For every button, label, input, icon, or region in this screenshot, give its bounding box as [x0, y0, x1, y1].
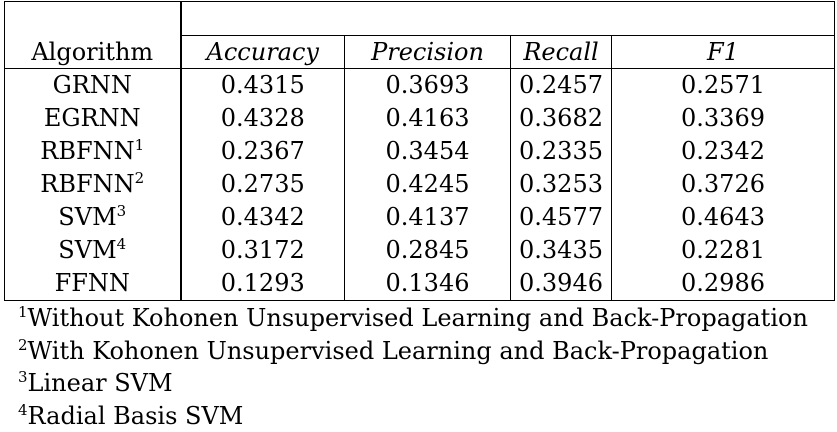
algorithm-name: SVM: [58, 203, 116, 231]
footnote: 1Without Kohonen Unsupervised Learning a…: [18, 302, 808, 335]
precision-cell: 0.4245: [345, 168, 511, 201]
algorithm-cell: FFNN: [5, 267, 181, 301]
footnote-mark: 4: [18, 401, 28, 419]
precision-cell: 0.4163: [345, 102, 511, 135]
footnote: 2With Kohonen Unsupervised Learning and …: [18, 335, 808, 368]
algorithm-cell: SVM3: [5, 201, 181, 234]
table-row: FFNN 0.1293 0.1346 0.3946 0.2986: [5, 267, 835, 301]
header-algorithm: Algorithm: [5, 36, 181, 69]
algorithm-cell: EGRNN: [5, 102, 181, 135]
footnote-text: Without Kohonen Unsupervised Learning an…: [28, 304, 808, 332]
recall-cell: 0.2335: [511, 135, 612, 168]
footnote-mark: 3: [117, 202, 127, 220]
algorithm-cell: RBFNN1: [5, 135, 181, 168]
algorithm-name: GRNN: [53, 71, 132, 99]
table-row: EGRNN 0.4328 0.4163 0.3682 0.3369: [5, 102, 835, 135]
algorithm-name: EGRNN: [44, 104, 141, 132]
algorithm-cell: GRNN: [5, 69, 181, 103]
header-recall: Recall: [511, 36, 612, 69]
table-row: RBFNN1 0.2367 0.3454 0.2335 0.2342: [5, 135, 835, 168]
metrics-group-header: [181, 2, 835, 36]
f1-cell: 0.2281: [612, 234, 835, 267]
corner-cell: [5, 2, 181, 36]
recall-cell: 0.4577: [511, 201, 612, 234]
precision-cell: 0.3693: [345, 69, 511, 103]
header-precision: Precision: [345, 36, 511, 69]
accuracy-cell: 0.2367: [181, 135, 345, 168]
recall-cell: 0.3435: [511, 234, 612, 267]
algorithm-name: FFNN: [55, 269, 130, 297]
footnote: 4Radial Basis SVM: [18, 400, 808, 432]
f1-cell: 0.4643: [612, 201, 835, 234]
recall-cell: 0.2457: [511, 69, 612, 103]
f1-cell: 0.3369: [612, 102, 835, 135]
footnote-mark: 3: [18, 368, 28, 386]
footnote-mark: 4: [117, 235, 127, 253]
accuracy-cell: 0.4342: [181, 201, 345, 234]
header-f1: F1: [612, 36, 835, 69]
recall-cell: 0.3253: [511, 168, 612, 201]
table-row: GRNN 0.4315 0.3693 0.2457 0.2571: [5, 69, 835, 103]
accuracy-cell: 0.3172: [181, 234, 345, 267]
table-footnotes: 1Without Kohonen Unsupervised Learning a…: [18, 302, 808, 432]
precision-cell: 0.3454: [345, 135, 511, 168]
table-row: RBFNN2 0.2735 0.4245 0.3253 0.3726: [5, 168, 835, 201]
table-row: SVM4 0.3172 0.2845 0.3435 0.2281: [5, 234, 835, 267]
table-top-row: [5, 2, 835, 36]
header-accuracy: Accuracy: [181, 36, 345, 69]
f1-cell: 0.2571: [612, 69, 835, 103]
accuracy-cell: 0.4315: [181, 69, 345, 103]
f1-cell: 0.2986: [612, 267, 835, 301]
algorithm-name: SVM: [58, 236, 116, 264]
algorithm-cell: RBFNN2: [5, 168, 181, 201]
algorithm-name: RBFNN: [40, 137, 134, 165]
footnote: 3Linear SVM: [18, 367, 808, 400]
accuracy-cell: 0.1293: [181, 267, 345, 301]
recall-cell: 0.3682: [511, 102, 612, 135]
algorithm-name: RBFNN: [40, 170, 134, 198]
footnote-mark: 1: [18, 303, 28, 321]
footnote-text: With Kohonen Unsupervised Learning and B…: [28, 337, 769, 365]
footnote-mark: 2: [18, 336, 28, 354]
table-row: SVM3 0.4342 0.4137 0.4577 0.4643: [5, 201, 835, 234]
f1-cell: 0.3726: [612, 168, 835, 201]
footnote-mark: 2: [135, 169, 145, 187]
precision-cell: 0.4137: [345, 201, 511, 234]
precision-cell: 0.1346: [345, 267, 511, 301]
f1-cell: 0.2342: [612, 135, 835, 168]
footnote-text: Linear SVM: [28, 369, 173, 397]
footnote-text: Radial Basis SVM: [28, 402, 244, 430]
footnote-mark: 1: [135, 136, 145, 154]
precision-cell: 0.2845: [345, 234, 511, 267]
recall-cell: 0.3946: [511, 267, 612, 301]
accuracy-cell: 0.2735: [181, 168, 345, 201]
accuracy-cell: 0.4328: [181, 102, 345, 135]
algorithm-cell: SVM4: [5, 234, 181, 267]
results-table: Algorithm Accuracy Precision Recall F1 G…: [4, 1, 835, 301]
table-header-row: Algorithm Accuracy Precision Recall F1: [5, 36, 835, 69]
